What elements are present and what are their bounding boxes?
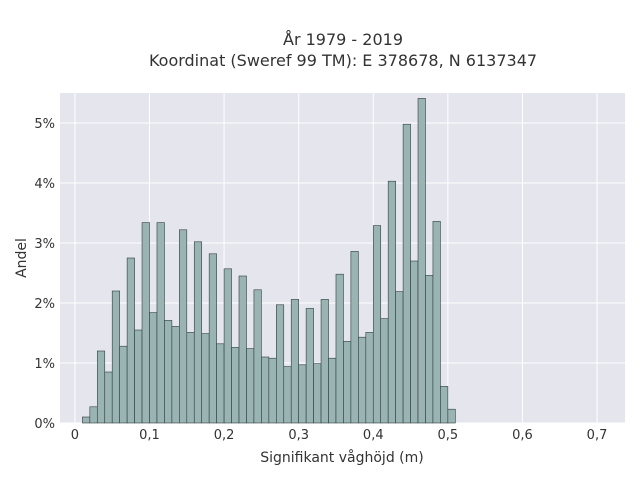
y-tick-label: 3% — [34, 237, 55, 252]
histogram-bar — [134, 329, 143, 424]
x-tick-label: 0,1 — [139, 428, 160, 443]
x-axis-label: Signifikant våghöjd (m) — [260, 449, 423, 466]
x-tick-label: 0,4 — [363, 428, 384, 443]
histogram-bar — [96, 350, 106, 424]
histogram-bar — [298, 364, 307, 424]
y-tick-label: 5% — [34, 117, 55, 132]
histogram-bar — [343, 341, 352, 424]
y-axis-ticks: 0% 1% 2% 3% 4% 5% — [34, 117, 55, 432]
y-tick-label: 4% — [34, 177, 55, 192]
histogram-bar — [141, 222, 150, 424]
y-tick-label: 0% — [34, 417, 55, 432]
histogram-bar — [283, 366, 292, 424]
x-tick-label: 0,6 — [512, 428, 533, 443]
histogram-bar — [238, 275, 247, 424]
histogram-bar — [290, 299, 299, 424]
histogram-bar — [104, 371, 113, 424]
x-tick-label: 0,3 — [288, 428, 309, 443]
chart-title: År 1979 - 2019 — [283, 30, 403, 49]
histogram-bar — [335, 273, 344, 424]
histogram-bar — [246, 348, 255, 424]
histogram-bar — [216, 343, 225, 424]
histogram-bar — [380, 318, 389, 424]
histogram-bar — [231, 347, 240, 424]
histogram-bar — [305, 308, 314, 424]
histogram-bar — [164, 320, 173, 424]
histogram-bar — [276, 304, 285, 424]
y-axis-label: Andel — [14, 238, 30, 278]
histogram-bar — [179, 229, 188, 424]
histogram-bar — [365, 332, 374, 424]
histogram-bar — [261, 356, 270, 424]
histogram-bar — [171, 326, 180, 424]
histogram-bar — [149, 312, 158, 424]
histogram-bar — [417, 98, 426, 424]
histogram-bar — [89, 406, 98, 424]
bars — [82, 98, 456, 424]
histogram-bar — [402, 123, 411, 424]
histogram-bar — [432, 221, 441, 424]
histogram-bar — [425, 275, 434, 424]
histogram-bar — [440, 386, 449, 424]
x-tick-label: 0,7 — [587, 428, 608, 443]
histogram-bar — [253, 289, 262, 424]
histogram-bar — [201, 333, 210, 424]
histogram-bar — [387, 180, 396, 424]
histogram-bar — [320, 299, 329, 424]
histogram-bar — [119, 345, 128, 424]
histogram-bar — [126, 257, 135, 424]
histogram-bar — [447, 408, 456, 424]
chart-subtitle: Koordinat (Sweref 99 TM): E 378678, N 61… — [149, 51, 537, 70]
y-tick-label: 1% — [34, 357, 55, 372]
histogram-bar — [82, 416, 91, 424]
histogram-bar — [268, 357, 277, 424]
x-axis-ticks: 0 0,1 0,2 0,3 0,4 0,5 0,6 0,7 — [71, 428, 608, 443]
histogram-bar — [372, 225, 382, 424]
histogram-bar — [208, 253, 217, 424]
histogram-bar — [223, 268, 232, 424]
histogram-bar — [111, 290, 120, 424]
x-tick-label: 0,5 — [438, 428, 459, 443]
histogram-bar — [193, 241, 203, 424]
y-tick-label: 2% — [34, 297, 55, 312]
x-tick-label: 0 — [71, 428, 79, 443]
x-tick-label: 0,2 — [214, 428, 235, 443]
histogram-bar — [328, 357, 337, 424]
histogram-bar — [186, 332, 195, 424]
histogram-bar — [358, 336, 367, 424]
histogram-bar — [156, 222, 165, 424]
histogram-bar — [350, 251, 359, 424]
histogram-bar — [410, 260, 419, 424]
histogram-bar — [313, 363, 322, 424]
histogram-bar — [395, 291, 404, 424]
